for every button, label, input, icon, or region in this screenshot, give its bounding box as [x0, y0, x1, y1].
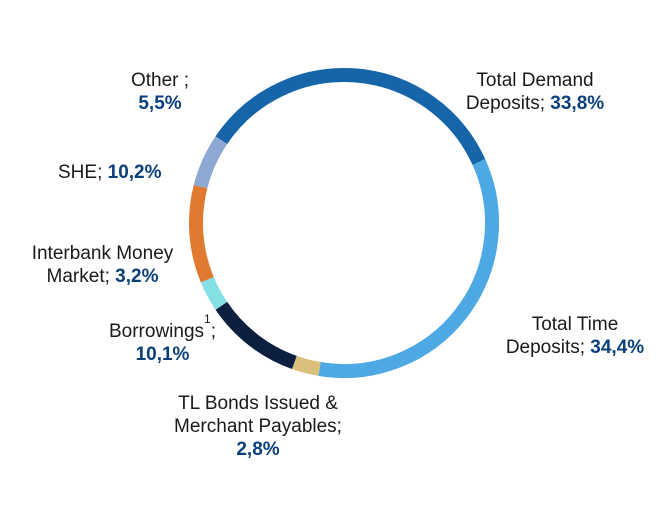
label-interbank-line1: Interbank Money	[31, 243, 174, 264]
label-other: Other ; 5,5%	[110, 69, 210, 115]
donut-slice-tl-bonds-issued-merchant-payables	[292, 355, 321, 376]
label-interbank: Interbank Money Market; 3,2%	[10, 242, 195, 288]
label-other-line1: Other ;	[130, 70, 190, 91]
footnote-marker: 1	[204, 311, 211, 326]
value-other: 5,5%	[138, 93, 182, 114]
label-borrowings-text: Borrowings	[108, 321, 205, 342]
donut-slice-total-time-deposits	[318, 159, 499, 378]
label-interbank-line2: Market;	[46, 266, 116, 287]
value-demand: 33,8%	[550, 93, 605, 114]
label-time-line1: Total Time	[531, 314, 619, 335]
label-borrowings-suffix: ;	[210, 321, 216, 342]
donut-slice-borrowings	[215, 301, 297, 370]
label-total-demand-deposits: Total Demand Deposits; 33,8%	[440, 69, 630, 115]
label-bonds-line1: TL Bonds Issued &	[178, 393, 338, 414]
donut-slice-other	[193, 136, 228, 189]
label-demand-line2: Deposits;	[465, 93, 551, 114]
donut-slices	[189, 68, 499, 378]
label-bonds-line2: Merchant Payables;	[174, 416, 342, 437]
value-borrowings: 10,1%	[135, 344, 190, 365]
label-time-line2: Deposits;	[505, 337, 591, 358]
donut-slice-total-demand-deposits	[215, 68, 486, 165]
label-she: SHE; 10,2%	[58, 161, 198, 184]
value-bonds: 2,8%	[236, 439, 280, 460]
label-tl-bonds: TL Bonds Issued & Merchant Payables; 2,8…	[143, 392, 373, 461]
donut-slice-interbank-money-market	[200, 276, 228, 310]
value-time: 34,4%	[590, 337, 645, 358]
value-interbank: 3,2%	[115, 266, 159, 287]
value-she: 10,2%	[107, 162, 162, 183]
donut-slice-she	[189, 184, 214, 283]
label-total-time-deposits: Total Time Deposits; 34,4%	[480, 313, 670, 359]
label-borrowings: Borrowings1; 10,1%	[85, 313, 240, 366]
label-she-text: SHE;	[58, 162, 108, 183]
label-demand-line1: Total Demand	[476, 70, 594, 91]
